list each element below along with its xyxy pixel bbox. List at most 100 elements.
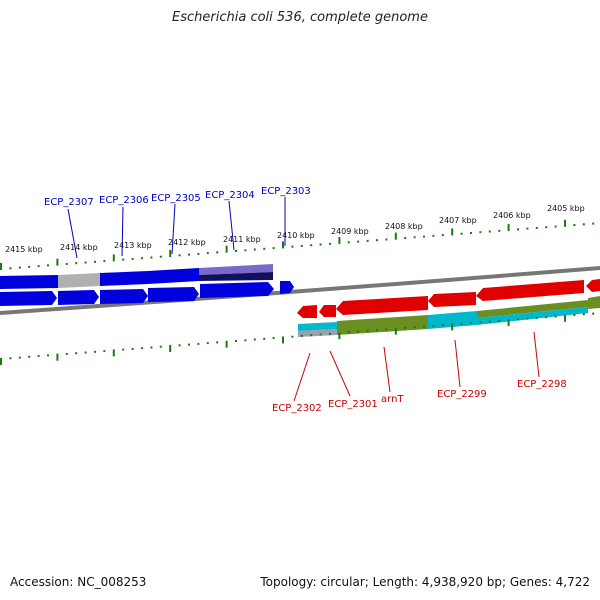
minor-tick [28, 265, 31, 268]
major-tick [56, 353, 59, 361]
gene-label-ecp-2302[interactable]: ECP_2302 [272, 403, 322, 414]
minor-tick [141, 257, 143, 260]
gene-arrow[interactable] [200, 282, 274, 298]
minor-tick [366, 329, 369, 332]
minor-tick [573, 314, 576, 316]
reverse-feature-bars [0, 264, 273, 289]
scale-label: 2409 kbp [331, 227, 369, 236]
gene-arrow[interactable] [476, 280, 584, 301]
gene-arrow[interactable] [58, 290, 99, 305]
minor-tick [272, 247, 275, 250]
forward-feature-bars [298, 296, 600, 337]
minor-tick [432, 234, 435, 237]
scale-label: 2406 kbp [493, 211, 531, 220]
outer-scale-ticks [0, 219, 595, 270]
minor-tick [122, 258, 125, 261]
minor-tick [244, 339, 247, 342]
minor-tick [310, 244, 313, 247]
minor-tick [37, 355, 40, 358]
inner-scale-ticks [0, 312, 595, 365]
minor-tick [65, 353, 68, 355]
minor-tick [84, 351, 87, 354]
minor-tick [37, 265, 40, 268]
minor-tick [216, 341, 219, 344]
minor-tick [197, 252, 200, 255]
minor-tick [526, 317, 529, 320]
gene-label-ecp-2303[interactable]: ECP_2303 [261, 186, 311, 197]
forward-strand-genes [297, 279, 600, 318]
minor-tick [47, 264, 49, 267]
minor-tick [122, 348, 125, 351]
gene-arrow[interactable] [0, 291, 57, 306]
gene-label-ecp-2304[interactable]: ECP_2304 [205, 190, 255, 201]
gene-label-ecp-2299[interactable]: ECP_2299 [437, 389, 487, 400]
minor-tick [413, 326, 416, 329]
gene-label-ecp-2301[interactable]: ECP_2301 [328, 399, 378, 410]
gene-label-ecp-2305[interactable]: ECP_2305 [151, 193, 201, 204]
minor-tick [460, 322, 463, 325]
scale-label: 2414 kbp [60, 243, 98, 252]
gene-arrow[interactable] [586, 279, 600, 292]
minor-tick [131, 347, 134, 350]
minor-tick [347, 241, 350, 244]
minor-tick [413, 236, 416, 239]
minor-tick [150, 256, 153, 259]
major-tick [225, 245, 228, 253]
gene-label-ecp-2307[interactable]: ECP_2307 [44, 197, 94, 208]
gene-label-ecp-2306[interactable]: ECP_2306 [99, 195, 149, 206]
scale-label: 2415 kbp [5, 245, 43, 254]
gene-arrow[interactable] [148, 287, 199, 302]
gene-arrow[interactable] [428, 292, 476, 307]
minor-tick [488, 230, 491, 233]
scale-label: 2411 kbp [223, 235, 261, 244]
major-tick [507, 319, 510, 327]
genome-backbone [0, 266, 600, 315]
major-tick [282, 336, 284, 344]
minor-tick [178, 344, 181, 347]
minor-tick [150, 346, 153, 349]
minor-tick [291, 335, 294, 338]
minor-tick [28, 355, 31, 358]
minor-tick [244, 249, 247, 252]
outer-scale-labels: 2415 kbp 2414 kbp 2413 kbp 2412 kbp 2411… [5, 204, 585, 254]
minor-tick [573, 224, 576, 226]
major-tick [112, 349, 115, 357]
minor-tick [235, 340, 237, 342]
minor-tick [159, 255, 162, 258]
minor-tick [9, 267, 12, 270]
minor-tick [554, 225, 557, 228]
minor-tick [498, 229, 501, 232]
minor-tick [517, 318, 519, 321]
minor-tick [300, 244, 303, 247]
minor-tick [404, 237, 407, 239]
minor-tick [404, 327, 407, 329]
minor-tick [441, 324, 444, 327]
major-tick [169, 250, 172, 257]
gene-arrow[interactable] [297, 305, 317, 318]
gene-label-arnt[interactable]: arnT [381, 394, 404, 405]
gene-arrow[interactable] [280, 281, 294, 294]
minor-tick [159, 345, 162, 348]
gene-arrow[interactable] [100, 289, 148, 304]
gene-arrow[interactable] [336, 296, 428, 315]
minor-tick [432, 324, 435, 327]
gene-label-ecp-2298[interactable]: ECP_2298 [517, 379, 567, 390]
minor-tick [310, 334, 313, 337]
major-tick [564, 314, 566, 322]
major-tick [394, 327, 397, 335]
major-tick [451, 228, 454, 236]
minor-tick [253, 248, 256, 251]
minor-tick [319, 333, 322, 336]
major-tick [451, 323, 454, 331]
minor-tick [75, 262, 78, 265]
minor-tick [535, 226, 538, 229]
minor-tick [47, 354, 49, 357]
gene-arrow[interactable] [319, 305, 336, 317]
minor-tick [479, 321, 482, 324]
reverse-strand-genes [0, 281, 294, 306]
minor-tick [441, 234, 444, 237]
scale-label: 2410 kbp [277, 231, 315, 240]
minor-tick [188, 343, 190, 346]
minor-tick [488, 320, 491, 323]
